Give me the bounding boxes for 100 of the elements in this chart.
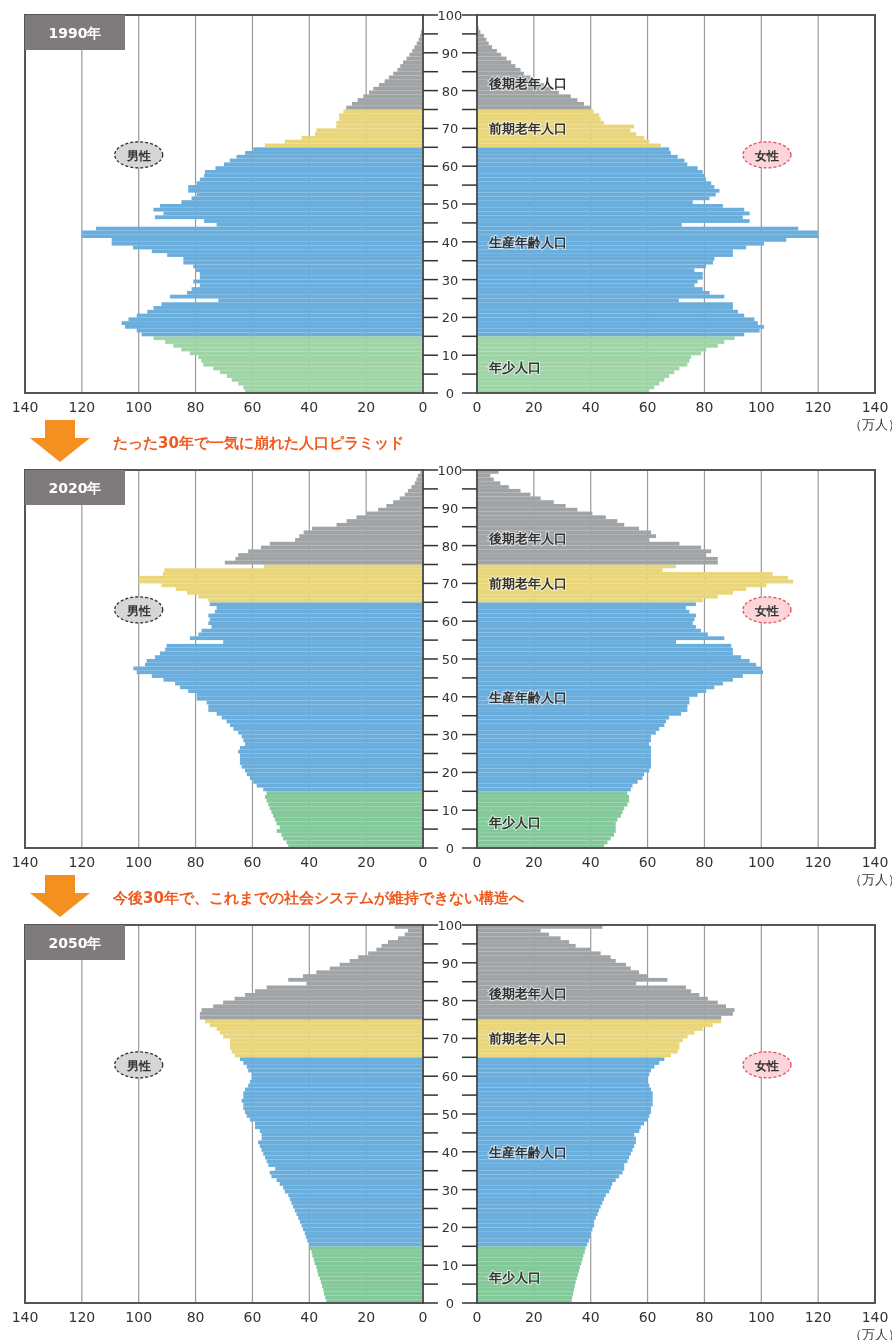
annotation: 男性 — [125, 1058, 151, 1073]
annotation: 年少人口 — [488, 1269, 541, 1285]
annotation: 男性 — [125, 148, 151, 163]
x-tick-label: 0 — [472, 1309, 482, 1325]
y-tick-label: 30 — [441, 727, 459, 743]
y-tick-label: 80 — [441, 993, 459, 1009]
x-tick-label: 40 — [581, 399, 600, 415]
x-tick-label: 80 — [186, 399, 205, 415]
annotation: 前期老年人口 — [488, 1031, 567, 1047]
annotation: 生産年齢人口 — [488, 234, 567, 250]
y-tick-label: 0 — [445, 386, 455, 401]
x-tick-label: 60 — [243, 854, 262, 870]
text: 1990年 — [48, 25, 102, 41]
x-tick-label: 120 — [804, 854, 832, 870]
x-tick-label: 0 — [418, 399, 428, 415]
text: 2050年 — [48, 935, 102, 951]
x-tick-label: 80 — [695, 399, 714, 415]
y-tick-label: 70 — [441, 576, 459, 592]
annotation: 前期老年人口 — [488, 121, 567, 137]
y-tick-label: 90 — [441, 955, 459, 971]
y-tick-label: 60 — [441, 614, 459, 630]
text: 2020年 — [48, 480, 102, 496]
chart-subtitle: 今後30年で、これまでの社会システムが維持できない構造へ — [112, 889, 525, 907]
x-tick-label: 80 — [186, 1309, 205, 1325]
x-tick-label: 20 — [357, 399, 376, 415]
annotation: 前期老年人口 — [488, 576, 567, 592]
y-tick-label: 40 — [441, 689, 459, 705]
y-tick-label: 60 — [441, 1069, 459, 1085]
x-tick-label: 0 — [418, 1309, 428, 1325]
x-tick-label: 20 — [524, 399, 543, 415]
x-tick-label: 120 — [68, 1309, 96, 1325]
x-axis-title: （万人） — [849, 417, 892, 432]
x-tick-label: 140 — [861, 399, 889, 415]
y-tick-label: 80 — [441, 538, 459, 554]
y-tick-label: 70 — [441, 121, 459, 137]
y-tick-label: 20 — [441, 310, 459, 326]
x-tick-label: 60 — [638, 399, 657, 415]
x-tick-label: 120 — [68, 854, 96, 870]
x-tick-label: 140 — [11, 1309, 39, 1325]
x-tick-label: 100 — [125, 854, 153, 870]
x-tick-label: 100 — [747, 399, 775, 415]
y-tick-label: 100 — [437, 918, 463, 933]
y-tick-label: 70 — [441, 1031, 459, 1047]
x-tick-label: 140 — [11, 399, 39, 415]
x-tick-label: 120 — [68, 399, 96, 415]
x-tick-label: 40 — [300, 854, 319, 870]
y-tick-label: 90 — [441, 500, 459, 516]
x-axis-title: （万人） — [849, 872, 892, 887]
y-tick-label: 20 — [441, 1220, 459, 1236]
y-tick-label: 50 — [441, 197, 459, 212]
y-tick-label: 30 — [441, 1182, 459, 1198]
x-tick-label: 60 — [638, 854, 657, 870]
x-tick-label: 20 — [357, 854, 376, 870]
annotation: 後期老年人口 — [488, 531, 567, 547]
annotation: 年少人口 — [488, 814, 541, 830]
x-tick-label: 0 — [472, 854, 482, 870]
y-tick-label: 40 — [441, 234, 459, 250]
x-tick-label: 100 — [747, 854, 775, 870]
y-tick-label: 0 — [445, 1296, 455, 1311]
x-tick-label: 40 — [581, 1309, 600, 1325]
y-tick-label: 60 — [441, 159, 459, 175]
x-tick-label: 0 — [418, 854, 428, 870]
annotation: 後期老年人口 — [488, 986, 567, 1002]
x-tick-label: 100 — [125, 399, 153, 415]
y-tick-label: 30 — [441, 272, 459, 288]
x-tick-label: 60 — [243, 1309, 262, 1325]
annotation: 女性 — [753, 603, 779, 618]
y-tick-label: 10 — [441, 803, 459, 819]
annotation: 生産年齢人口 — [488, 1144, 567, 1160]
x-tick-label: 120 — [804, 399, 832, 415]
y-tick-label: 0 — [445, 841, 455, 856]
x-tick-label: 40 — [300, 399, 319, 415]
x-tick-label: 20 — [357, 1309, 376, 1325]
x-tick-label: 80 — [695, 1309, 714, 1325]
y-tick-label: 100 — [437, 463, 463, 478]
x-tick-label: 40 — [300, 1309, 319, 1325]
annotation: 年少人口 — [488, 359, 541, 375]
x-tick-label: 140 — [861, 1309, 889, 1325]
y-tick-label: 100 — [437, 8, 463, 23]
x-tick-label: 100 — [125, 1309, 153, 1325]
x-tick-label: 120 — [804, 1309, 832, 1325]
x-tick-label: 100 — [747, 1309, 775, 1325]
x-tick-label: 60 — [638, 1309, 657, 1325]
annotation: 女性 — [753, 148, 779, 163]
x-tick-label: 20 — [524, 1309, 543, 1325]
x-tick-label: 20 — [524, 854, 543, 870]
x-tick-label: 0 — [472, 399, 482, 415]
annotation: 後期老年人口 — [488, 76, 567, 92]
x-tick-label: 140 — [11, 854, 39, 870]
y-tick-label: 90 — [441, 45, 459, 61]
y-tick-label: 40 — [441, 1144, 459, 1160]
annotation: 男性 — [125, 603, 151, 618]
x-tick-label: 40 — [581, 854, 600, 870]
annotation: 女性 — [753, 1058, 779, 1073]
x-tick-label: 80 — [186, 854, 205, 870]
x-tick-label: 60 — [243, 399, 262, 415]
chart-subtitle: たった30年で一気に崩れた人口ピラミッド — [113, 434, 404, 452]
y-tick-label: 50 — [441, 1107, 459, 1122]
y-tick-label: 20 — [441, 765, 459, 781]
annotation: 生産年齢人口 — [488, 689, 567, 705]
